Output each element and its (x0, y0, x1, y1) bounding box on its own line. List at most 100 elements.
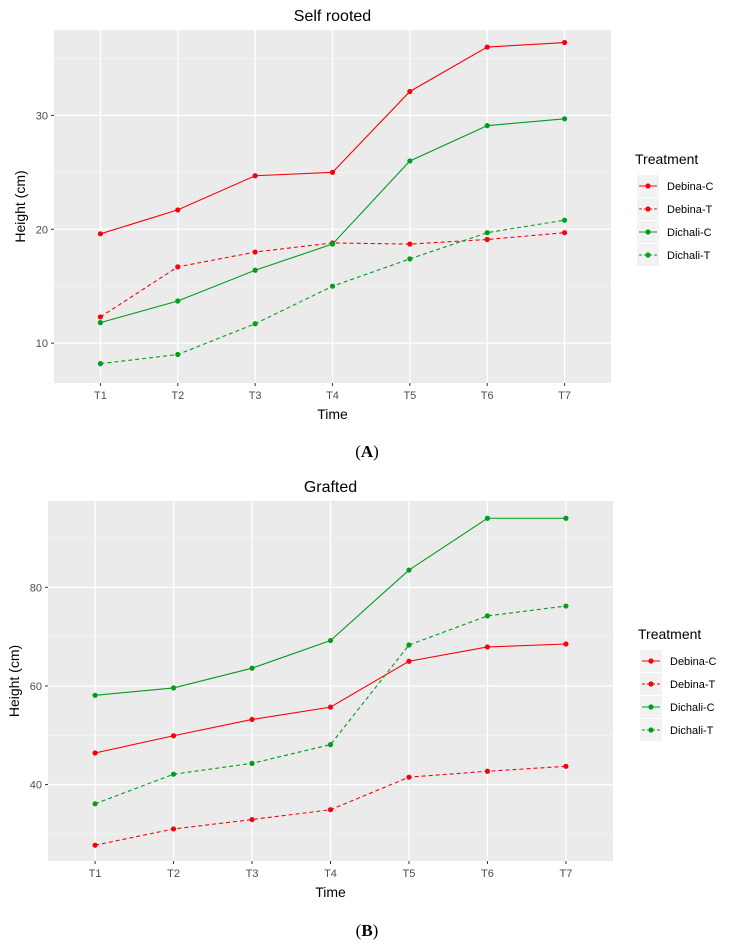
data-point (327, 637, 334, 644)
y-tick-label: 20 (36, 224, 48, 236)
data-point (170, 826, 177, 832)
data-point (175, 264, 181, 270)
data-point (561, 217, 568, 223)
panel-letter: A (361, 442, 374, 461)
data-point (563, 515, 569, 521)
data-point (561, 230, 568, 236)
legend-point (645, 206, 651, 212)
panel-caption: (B) (356, 921, 379, 940)
data-point (484, 768, 491, 774)
x-tick-label: T4 (326, 390, 339, 402)
data-point (170, 771, 177, 777)
x-tick-label: T7 (559, 868, 572, 880)
chart-panel-1: 10 20 30 T1 T2 T3 T4 T5 T6 T7 Self rooted Time Heigh… (12, 8, 714, 461)
data-point (329, 169, 336, 175)
x-tick-label: T2 (171, 390, 184, 402)
data-point (484, 613, 491, 619)
data-point (327, 807, 334, 813)
data-point (252, 173, 258, 179)
y-axis-label: Height (cm) (6, 645, 22, 717)
data-point (329, 241, 336, 247)
y-tick-label: 80 (30, 582, 42, 594)
x-axis-label: Time (315, 884, 346, 900)
legend-label: Dichali-C (670, 702, 715, 714)
data-point (97, 314, 104, 320)
data-point (327, 742, 334, 748)
legend-title: Treatment (635, 151, 698, 167)
legend-point (645, 252, 651, 258)
data-point (561, 39, 568, 46)
x-tick-label: T5 (403, 868, 416, 880)
data-point (407, 158, 413, 164)
x-axis-label: Time (317, 406, 348, 422)
y-tick-label: 10 (36, 338, 48, 350)
data-point (406, 642, 412, 648)
legend: Treatment Debina-C Debina-T Dichali-C Dichal… (635, 151, 714, 266)
data-point (249, 760, 255, 766)
y-axis-label: Height (cm) (12, 170, 28, 242)
data-point (484, 644, 491, 650)
legend-point (648, 727, 654, 733)
y-tick-label: 40 (30, 780, 42, 792)
data-point (406, 567, 412, 573)
legend-label: Dichali-T (667, 250, 711, 262)
data-point (249, 665, 255, 671)
legend-point (648, 704, 654, 710)
legend-title: Treatment (638, 626, 701, 642)
data-point (249, 716, 255, 723)
panel-letter: B (361, 921, 372, 940)
x-tick-label: T1 (89, 868, 102, 880)
data-point (563, 763, 569, 769)
data-point (252, 249, 258, 255)
legend-label: Debina-C (667, 181, 714, 193)
legend-point (648, 658, 654, 664)
data-point (406, 658, 412, 664)
legend-point (645, 229, 651, 235)
x-tick-label: T7 (558, 390, 571, 402)
data-point (175, 351, 181, 358)
data-point (484, 123, 490, 129)
legend-label: Dichali-C (667, 227, 712, 239)
data-point (170, 733, 177, 739)
data-point (252, 321, 258, 327)
legend-label: Debina-T (670, 679, 716, 691)
x-tick-label: T5 (403, 390, 416, 402)
legend-label: Dichali-T (670, 725, 714, 737)
x-tick-label: T3 (246, 868, 259, 880)
data-point (329, 283, 336, 289)
data-point (92, 801, 98, 807)
legend-point (648, 681, 654, 687)
data-point (252, 267, 258, 273)
data-point (97, 361, 104, 367)
data-point (97, 231, 104, 237)
data-point (406, 774, 412, 780)
data-point (175, 207, 181, 213)
data-point (407, 256, 413, 262)
data-point (175, 298, 181, 304)
legend: Treatment Debina-C Debina-T Dichali-C Dichal… (638, 626, 717, 741)
data-point (327, 704, 334, 710)
panel-caption: (A) (355, 442, 379, 461)
data-point (561, 116, 568, 122)
x-tick-label: T1 (94, 390, 107, 402)
chart-title: Grafted (304, 479, 357, 496)
legend-label: Debina-C (670, 656, 717, 668)
legend-point (645, 183, 651, 189)
data-point (407, 88, 413, 95)
data-point (563, 641, 569, 647)
data-point (92, 750, 98, 756)
data-point (484, 230, 490, 236)
data-point (97, 320, 104, 326)
y-tick-label: 60 (30, 681, 42, 693)
data-point (92, 842, 98, 848)
x-tick-label: T6 (481, 868, 494, 880)
data-point (170, 685, 177, 691)
x-tick-label: T3 (249, 390, 262, 402)
chart-title: Self rooted (294, 8, 371, 25)
data-point (563, 603, 569, 609)
data-point (484, 515, 491, 521)
legend-label: Debina-T (667, 204, 713, 216)
data-point (92, 692, 98, 698)
x-tick-label: T6 (481, 390, 494, 402)
